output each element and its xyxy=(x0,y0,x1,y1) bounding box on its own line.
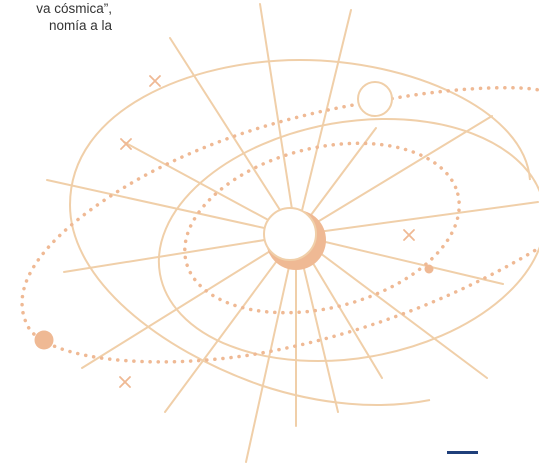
x-marker-icon xyxy=(119,376,131,388)
solid-planet xyxy=(34,330,54,350)
small-planet xyxy=(424,264,434,274)
x-marker-icon xyxy=(149,75,161,87)
x-marker-icon xyxy=(403,229,415,241)
solid-orbits xyxy=(69,58,539,406)
text-excerpt: va cósmica”, nomía a la xyxy=(0,0,112,34)
accent-bar xyxy=(447,451,478,454)
hollow-planet xyxy=(357,81,393,117)
dotted-orbits xyxy=(20,85,539,364)
central-sun xyxy=(263,207,326,270)
x-marker-icon xyxy=(120,138,132,150)
x-markers xyxy=(119,75,415,388)
excerpt-line-2: nomía a la xyxy=(48,18,112,33)
excerpt-line-1: va cósmica”, xyxy=(36,1,112,16)
